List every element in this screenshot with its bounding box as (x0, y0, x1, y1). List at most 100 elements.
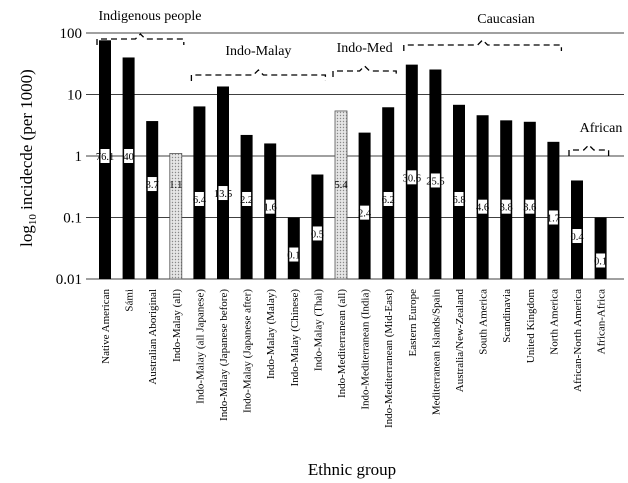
group-brace (190, 69, 327, 81)
value-label: 2.2 (240, 195, 253, 206)
category-label: Indo-Malay (Chinese) (289, 289, 301, 387)
value-label: 0.4 (570, 232, 584, 243)
y-tick-label: 0.1 (63, 211, 82, 227)
bars: 76.1 40 3.7 1.1 6.4 13.5 2.2 1.6 0.1 0.5 5.4 2.4 6.2… (96, 40, 607, 280)
group-brace (96, 33, 185, 45)
value-label-bg (525, 199, 535, 214)
y-tick-label: 1 (75, 149, 83, 165)
value-label-bg (430, 173, 440, 188)
value-label: 1.7 (547, 214, 560, 225)
value-label: 6.4 (193, 195, 207, 206)
category-label: Native American (100, 289, 112, 364)
y-axis-title: log10 incidecde (per 1000) (17, 69, 39, 247)
value-label: 76.1 (96, 152, 114, 163)
category-label: Eastern Europe (407, 289, 419, 357)
value-label: 0.1 (287, 251, 300, 262)
y-tick-label: 10 (67, 88, 82, 104)
value-label-bg (289, 247, 299, 262)
value-label: 3.7 (146, 180, 159, 191)
category-label: United Kingdom (525, 289, 537, 364)
category-label: Australia/New-Zealand (454, 289, 466, 393)
value-label-bg (312, 226, 322, 241)
y-axis-title-suffix: incidecde (per 1000) (17, 69, 36, 214)
category-label: African-North America (572, 289, 584, 392)
group-label: African (580, 121, 623, 136)
category-label: Indo-Malay (all Japanese) (194, 289, 206, 404)
bar (146, 121, 159, 279)
value-label-bg (572, 229, 582, 244)
bar (169, 153, 183, 280)
value-label: 4.6 (476, 203, 489, 214)
value-label: 0.5 (311, 229, 324, 240)
value-label-bg (407, 170, 417, 185)
value-label: 30.6 (403, 173, 421, 184)
group-label: Indigenous people (98, 9, 201, 24)
category-label: African-Africa (596, 289, 608, 354)
value-label-bg (501, 199, 511, 214)
value-label: 13.5 (214, 189, 232, 200)
category-label: North America (548, 289, 560, 355)
group-label: Indo-Malay (225, 44, 291, 59)
value-label-bg (194, 191, 204, 206)
bar (453, 104, 465, 279)
y-axis-title-prefix: log (17, 225, 36, 247)
value-label: 0.1 (594, 256, 607, 267)
y-tick-label: 0.01 (56, 272, 82, 288)
value-label-bg (147, 177, 157, 192)
value-label: 6.2 (382, 195, 395, 206)
value-label-bg (218, 186, 228, 201)
value-label: 3.8 (500, 203, 513, 214)
value-label: 40 (123, 152, 134, 163)
value-label-bg (242, 191, 252, 206)
gridlines (86, 32, 624, 280)
bar (594, 217, 607, 279)
value-label-bg (548, 210, 558, 225)
y-tick-label: 100 (60, 26, 83, 42)
y-tick-labels: 100 10 1 0.1 0.01 (56, 26, 82, 288)
value-label-bg (596, 253, 606, 268)
category-label: Indo-Malay (Japanese before) (218, 289, 230, 421)
bar (122, 57, 135, 279)
category-label: Indo-Malay (Malay) (265, 289, 277, 379)
value-label-bg (383, 191, 393, 206)
category-label: Indo-Malay (all) (171, 289, 183, 362)
bar (217, 86, 229, 280)
value-label-bg (265, 199, 275, 214)
group-brace (403, 39, 563, 51)
category-label: Indo-Mediterranean (Mid-East) (383, 289, 395, 428)
category-label: Indo-Malay (Thai) (312, 289, 324, 371)
group-brace (332, 65, 397, 77)
bar (334, 110, 348, 280)
value-label-bg (100, 149, 110, 163)
category-label: Sámi (124, 289, 136, 312)
bar (240, 134, 253, 279)
value-label: 3.6 (523, 203, 536, 214)
x-category-labels: Native American Sámi Australian Aboriginal… (100, 289, 608, 428)
value-label-bg (478, 199, 488, 214)
category-label: Australian Aboriginal (147, 289, 159, 385)
bar (547, 141, 560, 279)
value-label: 5.4 (334, 180, 348, 191)
value-label: 2.4 (358, 209, 372, 220)
value-label-bg (124, 149, 134, 163)
group-label: Indo-Med (337, 41, 393, 56)
value-label: 1.1 (169, 180, 182, 191)
category-label: Mediterranean Islands/Spain (430, 289, 442, 416)
category-label: Scandinavia (501, 289, 513, 343)
value-label-bg (360, 205, 370, 220)
category-label: Indo-Mediterranean (India) (360, 289, 372, 410)
value-label: 25.5 (426, 176, 444, 187)
category-label: Indo-Malay (Japanese after) (242, 289, 254, 413)
group-braces: Indigenous people Indo-Malay Indo-Med Cauca… (96, 9, 623, 156)
category-label: Indo-Mediterranean (all) (336, 289, 348, 398)
value-label: 1.6 (264, 203, 277, 214)
bar (476, 115, 489, 280)
group-brace (568, 144, 610, 156)
value-label-bg (454, 191, 464, 206)
group-label: Caucasian (477, 12, 535, 27)
x-axis-title: Ethnic group (308, 460, 396, 479)
value-label: 6.8 (452, 195, 465, 206)
y-axis-title-subscript: 10 (27, 214, 39, 226)
category-label: South America (478, 289, 490, 355)
